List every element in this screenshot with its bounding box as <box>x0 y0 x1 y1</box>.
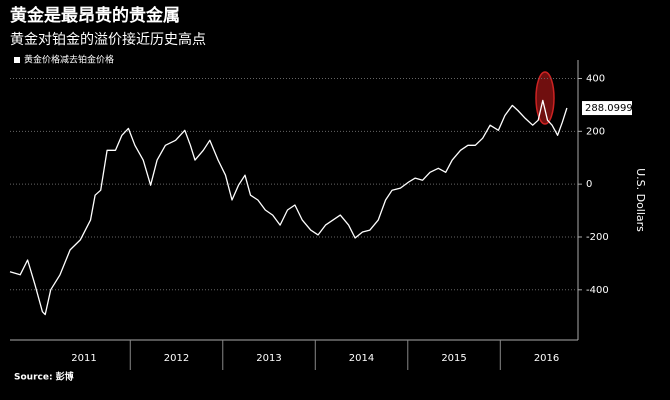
legend-swatch <box>14 57 20 63</box>
legend-label: 黄金价格减去铂金价格 <box>24 54 114 66</box>
x-tick-label: 2013 <box>256 353 281 364</box>
y-tick-label: 0 <box>586 179 592 190</box>
x-tick-label: 2011 <box>71 353 96 364</box>
y-tick-label: -400 <box>586 285 609 296</box>
y-axis-label: U.S. Dollars <box>634 168 647 232</box>
chart-subtitle: 黄金对铂金的溢价接近历史高点 <box>10 31 206 48</box>
chart-title: 黄金是最昂贵的贵金属 <box>10 5 180 26</box>
x-tick-label: 2012 <box>164 353 189 364</box>
y-tick-label: 400 <box>586 73 605 84</box>
series-line <box>9 99 568 316</box>
last-value-box <box>582 101 632 116</box>
y-tick-label: -200 <box>586 232 609 243</box>
x-tick-label: 2015 <box>441 353 466 364</box>
x-tick-label: 2016 <box>534 353 559 364</box>
y-tick-label: 200 <box>586 126 605 137</box>
x-tick-label: 2014 <box>349 353 374 364</box>
source: Source: 彭博 <box>14 371 74 383</box>
last-value-label: 288.0999 <box>585 103 633 114</box>
